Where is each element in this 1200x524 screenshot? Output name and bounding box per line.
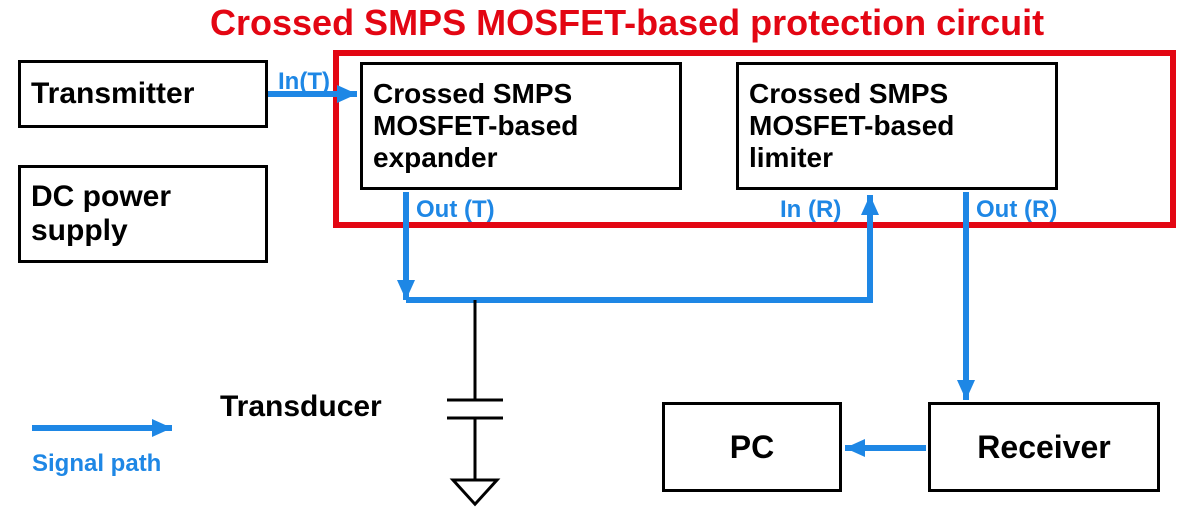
label-out-t: Out (T) xyxy=(416,196,495,224)
node-transmitter-label: Transmitter xyxy=(31,77,194,112)
label-out-r: Out (R) xyxy=(976,196,1057,224)
node-limiter-label: Crossed SMPSMOSFET-basedlimiter xyxy=(749,78,954,175)
diagram-title: Crossed SMPS MOSFET-based protection cir… xyxy=(210,2,1044,44)
node-expander: Crossed SMPSMOSFET-basedexpander xyxy=(360,62,682,190)
node-expander-label: Crossed SMPSMOSFET-basedexpander xyxy=(373,78,578,175)
node-pc-label: PC xyxy=(730,429,774,466)
label-in-r: In (R) xyxy=(780,196,841,224)
node-receiver: Receiver xyxy=(928,402,1160,492)
node-limiter: Crossed SMPSMOSFET-basedlimiter xyxy=(736,62,1058,190)
node-transmitter: Transmitter xyxy=(18,60,268,128)
node-dc-power-label: DC powersupply xyxy=(31,180,171,249)
label-transducer: Transducer xyxy=(220,390,382,424)
node-receiver-label: Receiver xyxy=(977,429,1110,466)
label-in-t: In(T) xyxy=(278,68,330,96)
node-dc-power: DC powersupply xyxy=(18,165,268,263)
node-pc: PC xyxy=(662,402,842,492)
label-signal-path: Signal path xyxy=(32,450,161,478)
